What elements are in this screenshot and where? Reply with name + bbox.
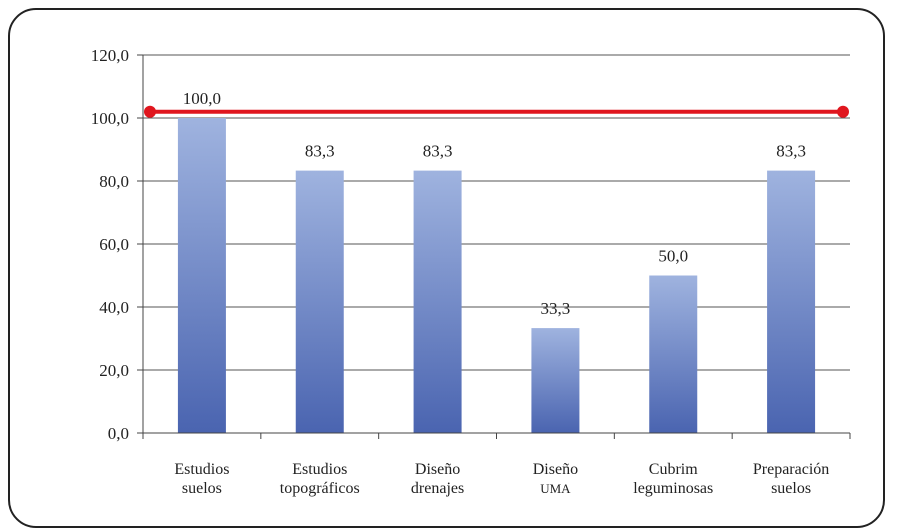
bar <box>649 275 698 433</box>
bar <box>177 118 226 433</box>
category-label: topográficos <box>280 480 360 497</box>
category-label: Estudios <box>292 461 347 478</box>
y-tick-label: 100,0 <box>91 109 129 128</box>
category-label: Cubrim <box>649 461 698 478</box>
category-label: Preparación <box>753 461 829 478</box>
reference-line-marker <box>144 105 156 118</box>
category-label: leguminosas <box>633 480 713 497</box>
data-label: 83,3 <box>423 142 453 161</box>
category-label: Diseño <box>533 461 578 478</box>
data-label: 100,0 <box>183 89 221 108</box>
category-label: Estudios <box>174 461 229 478</box>
data-label: 83,3 <box>776 142 806 161</box>
y-tick-label: 40,0 <box>99 298 129 317</box>
bar <box>413 170 462 434</box>
category-label: Diseño <box>415 461 460 478</box>
data-label: 50,0 <box>658 247 688 266</box>
category-label: UMA <box>540 481 571 496</box>
bar <box>295 170 344 434</box>
y-tick-label: 20,0 <box>99 361 129 380</box>
data-label: 33,3 <box>541 299 571 318</box>
reference-line-marker <box>837 105 849 118</box>
category-label: drenajes <box>411 480 464 497</box>
data-label: 83,3 <box>305 142 335 161</box>
bar <box>767 170 816 434</box>
bar <box>531 328 580 433</box>
y-tick-label: 60,0 <box>99 235 129 254</box>
y-tick-label: 0,0 <box>108 424 129 443</box>
category-label: suelos <box>771 480 811 497</box>
y-tick-label: 120,0 <box>91 46 129 65</box>
category-label: suelos <box>182 480 222 497</box>
y-tick-label: 80,0 <box>99 172 129 191</box>
